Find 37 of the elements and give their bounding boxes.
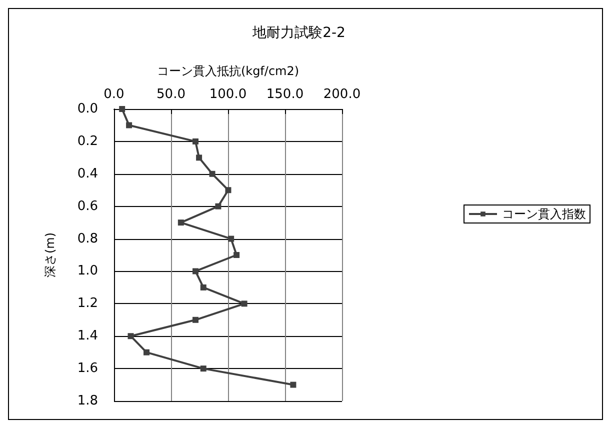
- chart-title: 地耐力試験2-2: [252, 25, 346, 41]
- y-tick-label: 0.2: [77, 134, 98, 149]
- y-tick-label: 0.8: [77, 231, 98, 246]
- y-tick-label: 1.2: [77, 296, 98, 312]
- point: [290, 382, 296, 388]
- point: [200, 284, 206, 290]
- x-tick-label: 150.0: [266, 87, 304, 102]
- point: [192, 316, 199, 323]
- point: [215, 203, 222, 210]
- y-tick-label: 1.4: [77, 328, 98, 344]
- y-tick-label: 1.6: [77, 361, 98, 376]
- x-tick-label: 100.0: [209, 87, 247, 102]
- point: [196, 154, 202, 161]
- y-tick-label: 0.0: [77, 102, 98, 116]
- x-tick-label: 50.0: [156, 87, 186, 102]
- point: [241, 300, 248, 307]
- x-tick-label: 200.0: [323, 87, 361, 102]
- point: [178, 220, 184, 226]
- point: [192, 268, 199, 274]
- point: [234, 252, 240, 258]
- point: [128, 333, 134, 340]
- point: [143, 349, 150, 356]
- x-axis-title: コーン貫入抵抗(kgf/cm2): [156, 64, 300, 78]
- point: [126, 122, 132, 128]
- legend-label: コーン貫入指数: [502, 207, 586, 221]
- point: [209, 170, 216, 177]
- point: [119, 106, 126, 112]
- y-tick-label: 1.8: [77, 394, 98, 408]
- y-tick-label: 1.0: [77, 264, 98, 279]
- point: [192, 138, 199, 144]
- point: [200, 366, 206, 372]
- y-axis-title: 深さ(m): [43, 232, 57, 278]
- x-tick-label: 0.0: [104, 87, 124, 102]
- point: [225, 187, 232, 194]
- point: [228, 236, 234, 242]
- y-tick-label: 0.6: [77, 198, 98, 214]
- y-tick-label: 0.4: [77, 166, 98, 182]
